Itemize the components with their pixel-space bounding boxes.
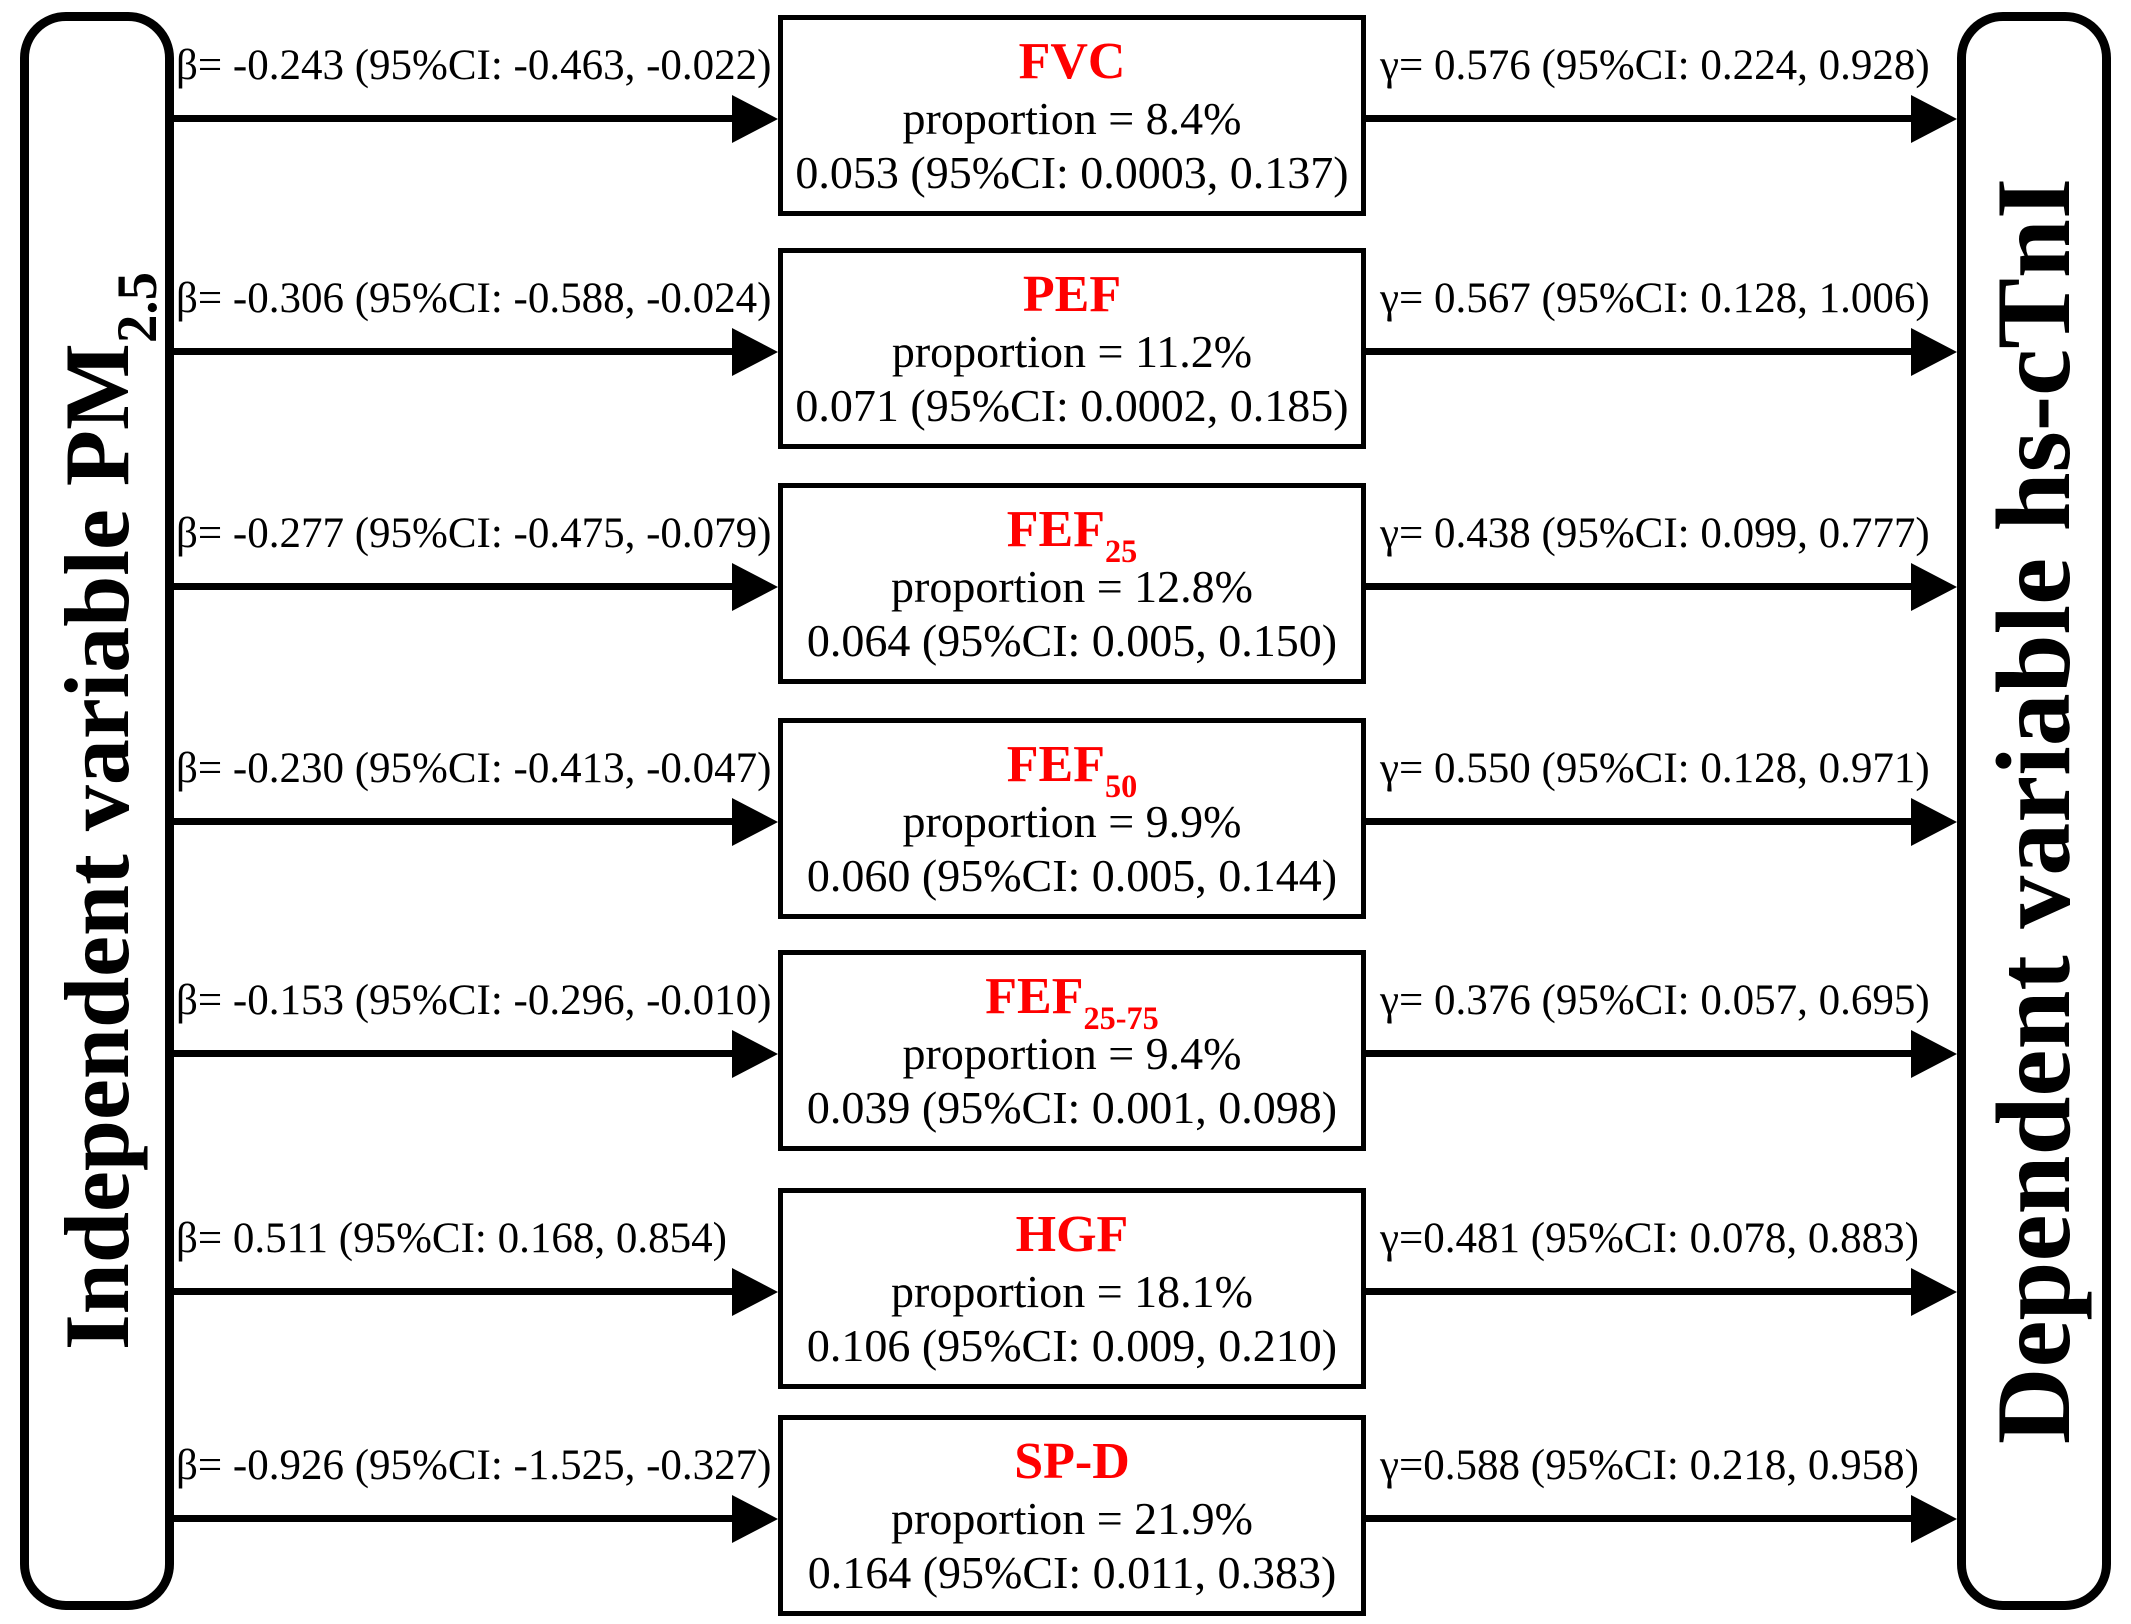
mediation-row: β= 0.511 (95%CI: 0.168, 0.854) HGF propo… xyxy=(0,1188,2131,1400)
mediator-proportion: proportion = 11.2% xyxy=(891,326,1253,378)
mediator-name: FEF50 xyxy=(1006,735,1137,802)
beta-arrow xyxy=(172,115,732,122)
mediator-effect: 0.039 (95%CI: 0.001, 0.098) xyxy=(806,1081,1338,1133)
mediator-box: PEF proportion = 11.2% 0.071 (95%CI: 0.0… xyxy=(778,248,1366,449)
mediator-proportion: proportion = 9.4% xyxy=(902,1028,1242,1080)
gamma-path-label: γ=0.481 (95%CI: 0.078, 0.883) xyxy=(1380,1215,1919,1262)
mediator-name-text: SP-D xyxy=(1014,1432,1130,1490)
mediator-proportion: proportion = 12.8% xyxy=(891,561,1253,613)
mediator-effect: 0.060 (95%CI: 0.005, 0.144) xyxy=(806,849,1338,901)
mediator-effect: 0.071 (95%CI: 0.0002, 0.185) xyxy=(795,379,1349,431)
mediator-name-text: HGF xyxy=(1015,1205,1129,1263)
mediator-proportion: proportion = 21.9% xyxy=(891,1493,1253,1545)
beta-path-label: β= -0.277 (95%CI: -0.475, -0.079) xyxy=(176,510,772,557)
mediator-box: FEF25 proportion = 12.8% 0.064 (95%CI: 0… xyxy=(778,483,1366,684)
beta-arrow xyxy=(172,1515,732,1522)
mediation-row: β= -0.230 (95%CI: -0.413, -0.047) FEF50 … xyxy=(0,718,2131,930)
beta-path-label: β= -0.230 (95%CI: -0.413, -0.047) xyxy=(176,745,772,792)
gamma-path-label: γ= 0.376 (95%CI: 0.057, 0.695) xyxy=(1380,977,1930,1024)
gamma-path-label: γ= 0.550 (95%CI: 0.128, 0.971) xyxy=(1380,745,1930,792)
gamma-path-label: γ= 0.576 (95%CI: 0.224, 0.928) xyxy=(1380,42,1930,89)
gamma-arrow xyxy=(1365,115,1911,122)
mediator-name: SP-D xyxy=(1014,1432,1130,1492)
mediator-name-subscript: 25 xyxy=(1104,533,1138,570)
gamma-arrow xyxy=(1365,1515,1911,1522)
mediator-name-text: PEF xyxy=(1022,265,1122,323)
mediator-effect: 0.064 (95%CI: 0.005, 0.150) xyxy=(806,614,1338,666)
gamma-path-label: γ= 0.567 (95%CI: 0.128, 1.006) xyxy=(1380,275,1930,322)
beta-arrow xyxy=(172,818,732,825)
gamma-arrow xyxy=(1365,1050,1911,1057)
mediator-name-subscript: 25-75 xyxy=(1083,1000,1159,1037)
mediator-name-subscript: 50 xyxy=(1104,768,1138,805)
independent-variable-box: Independent variable PM2.5 xyxy=(20,12,174,1610)
gamma-arrow xyxy=(1365,1288,1911,1295)
gamma-path-label: γ=0.588 (95%CI: 0.218, 0.958) xyxy=(1380,1442,1919,1489)
mediator-box: FEF50 proportion = 9.9% 0.060 (95%CI: 0.… xyxy=(778,718,1366,919)
gamma-arrow xyxy=(1365,348,1911,355)
mediator-proportion: proportion = 8.4% xyxy=(902,93,1242,145)
beta-arrow xyxy=(172,583,732,590)
gamma-path-label: γ= 0.438 (95%CI: 0.099, 0.777) xyxy=(1380,510,1930,557)
mediator-proportion: proportion = 9.9% xyxy=(902,796,1242,848)
mediator-proportion: proportion = 18.1% xyxy=(891,1266,1253,1318)
mediator-name-text: FEF xyxy=(1006,735,1105,793)
mediator-name: FEF25 xyxy=(1006,500,1137,567)
mediator-box: FVC proportion = 8.4% 0.053 (95%CI: 0.00… xyxy=(778,15,1366,216)
mediator-box: HGF proportion = 18.1% 0.106 (95%CI: 0.0… xyxy=(778,1188,1366,1389)
mediator-name: FVC xyxy=(1019,32,1126,92)
mediator-box: SP-D proportion = 21.9% 0.164 (95%CI: 0.… xyxy=(778,1415,1366,1616)
beta-arrow xyxy=(172,1050,732,1057)
mediator-name-text: FVC xyxy=(1018,32,1126,90)
beta-path-label: β= -0.153 (95%CI: -0.296, -0.010) xyxy=(176,977,772,1024)
gamma-arrow xyxy=(1365,818,1911,825)
beta-path-label: β= 0.511 (95%CI: 0.168, 0.854) xyxy=(176,1215,727,1262)
beta-path-label: β= -0.306 (95%CI: -0.588, -0.024) xyxy=(176,275,772,322)
mediation-row: β= -0.243 (95%CI: -0.463, -0.022) FVC pr… xyxy=(0,15,2131,227)
gamma-arrow xyxy=(1365,583,1911,590)
beta-arrow xyxy=(172,348,732,355)
mediator-effect: 0.053 (95%CI: 0.0003, 0.137) xyxy=(795,146,1349,198)
mediator-name: FEF25-75 xyxy=(985,967,1158,1034)
beta-arrow xyxy=(172,1288,732,1295)
mediation-row: β= -0.926 (95%CI: -1.525, -0.327) SP-D p… xyxy=(0,1415,2131,1624)
mediation-row: β= -0.306 (95%CI: -0.588, -0.024) PEF pr… xyxy=(0,248,2131,460)
mediator-name-text: FEF xyxy=(985,967,1084,1025)
mediator-box: FEF25-75 proportion = 9.4% 0.039 (95%CI:… xyxy=(778,950,1366,1151)
mediator-effect: 0.106 (95%CI: 0.009, 0.210) xyxy=(806,1319,1338,1371)
mediation-row: β= -0.277 (95%CI: -0.475, -0.079) FEF25 … xyxy=(0,483,2131,695)
beta-path-label: β= -0.926 (95%CI: -1.525, -0.327) xyxy=(176,1442,772,1489)
mediation-row: β= -0.153 (95%CI: -0.296, -0.010) FEF25-… xyxy=(0,950,2131,1162)
dependent-variable-box: Dependent variable hs-cTnI xyxy=(1957,12,2111,1610)
mediator-name: PEF xyxy=(1023,265,1121,325)
mediator-name: HGF xyxy=(1016,1205,1129,1265)
mediator-effect: 0.164 (95%CI: 0.011, 0.383) xyxy=(807,1546,1337,1598)
beta-path-label: β= -0.243 (95%CI: -0.463, -0.022) xyxy=(176,42,772,89)
mediator-name-text: FEF xyxy=(1006,500,1105,558)
